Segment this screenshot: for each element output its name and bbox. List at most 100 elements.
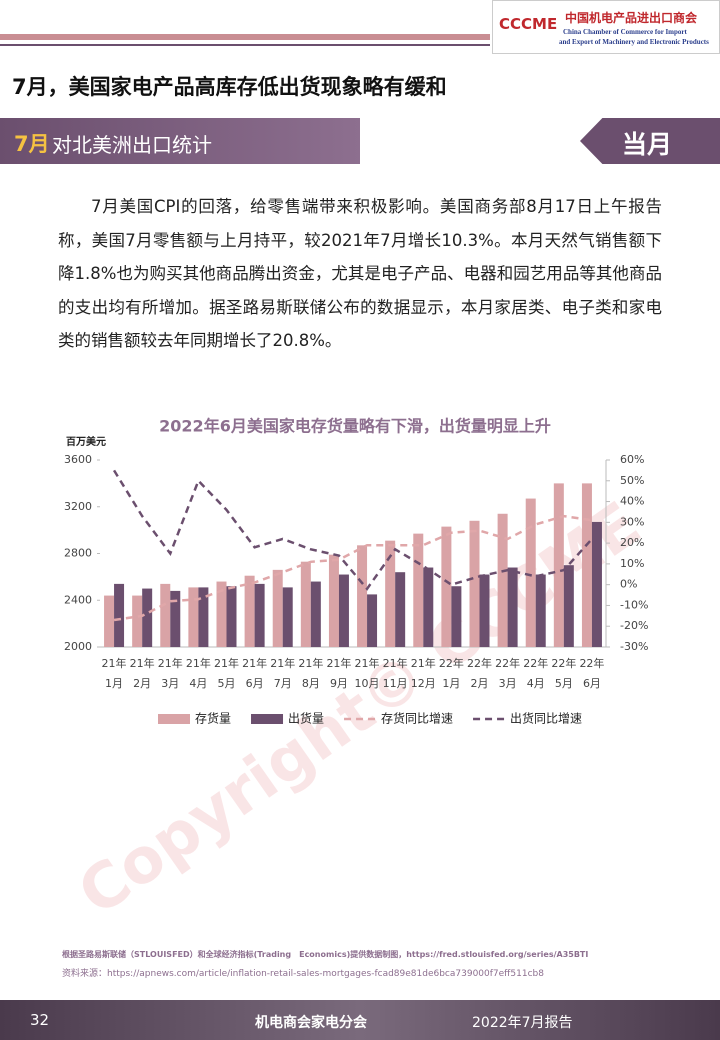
x-tick-label: 3月 <box>499 677 517 690</box>
y2-tick-label: -10% <box>620 598 648 611</box>
bar <box>132 595 143 647</box>
bar <box>104 595 115 647</box>
x-tick-label: 21年 <box>158 656 183 670</box>
x-tick-label: 21年 <box>326 656 351 670</box>
y2-tick-label: 30% <box>620 515 644 528</box>
y-axis-label: 百万美元 <box>66 435 106 448</box>
x-tick-label: 11月 <box>383 677 408 690</box>
bar <box>142 588 153 647</box>
legend-swatch <box>251 714 284 724</box>
x-tick-label: 3月 <box>161 677 179 690</box>
bar <box>328 554 339 647</box>
x-tick-label: 21年 <box>130 656 155 670</box>
bar <box>114 583 125 647</box>
y-tick-label: 3600 <box>64 453 92 466</box>
bar <box>469 520 480 647</box>
x-tick-label: 22年 <box>551 656 576 670</box>
section-tag: 当月 <box>622 130 673 159</box>
x-tick-label: 5月 <box>218 677 236 690</box>
x-tick-label: 1月 <box>105 677 123 690</box>
bar <box>553 483 564 647</box>
y2-tick-label: 60% <box>620 453 644 466</box>
y2-tick-label: 40% <box>620 495 644 508</box>
bar <box>413 533 424 647</box>
x-tick-label: 22年 <box>439 656 464 670</box>
legend-label: 存货量 <box>195 711 231 726</box>
x-tick-label: 22年 <box>467 656 492 670</box>
source: 根据圣路易斯联储（STLOUISFED）和全球经济指标(Trading Econ… <box>62 950 589 959</box>
x-tick-label: 12月 <box>411 677 436 690</box>
org-en: and Export of Machinery and Electronic P… <box>559 38 709 46</box>
bar <box>563 565 574 647</box>
footer-org: 机电商会家电分会 <box>255 1015 367 1031</box>
bar <box>581 483 592 647</box>
y2-tick-label: 0% <box>620 578 637 591</box>
bar <box>507 567 518 647</box>
legend-label: 存货同比增速 <box>381 711 453 726</box>
legend-label: 出货量 <box>288 711 324 726</box>
x-tick-label: 8月 <box>302 677 320 690</box>
x-tick-label: 21年 <box>242 656 267 670</box>
x-tick-label: 21年 <box>298 656 323 670</box>
section-label: 对北美洲出口统计 <box>52 133 212 157</box>
bar <box>282 587 293 647</box>
bar <box>441 526 452 647</box>
bar <box>310 581 321 647</box>
x-tick-label: 2月 <box>133 677 151 690</box>
line <box>112 469 593 591</box>
x-tick-label: 21年 <box>102 656 127 670</box>
x-tick-label: 6月 <box>583 677 601 690</box>
y2-tick-label: 20% <box>620 536 644 549</box>
section-month: 7月 <box>14 132 50 156</box>
bar <box>357 545 368 647</box>
x-tick-label: 4月 <box>189 677 207 690</box>
bar <box>591 521 602 647</box>
paragraph: 7月美国CPI的回落，给零售端带来积极影响。美国商务部8月17日上午报告称，美国… <box>58 197 662 350</box>
x-tick-label: 22年 <box>495 656 520 670</box>
bar <box>423 567 434 647</box>
org-cn: 中国机电产品进出口商会 <box>565 11 698 25</box>
x-tick-label: 5月 <box>555 677 573 690</box>
legend-swatch <box>158 714 190 724</box>
bar <box>385 540 396 647</box>
logo-box: CCCME 中国机电产品进出口商会 China Chamber of Comme… <box>492 0 720 54</box>
header-stripe <box>0 44 490 46</box>
x-tick-label: 21年 <box>214 656 239 670</box>
bar <box>198 587 209 647</box>
x-tick-label: 22年 <box>523 656 548 670</box>
x-tick-label: 21年 <box>411 656 436 670</box>
tag-band: 当月 <box>580 118 720 164</box>
bar <box>395 572 406 647</box>
logo: CCCME <box>499 15 558 33</box>
org-en: China Chamber of Commerce for Import <box>563 28 687 36</box>
x-tick-label: 7月 <box>274 677 292 690</box>
bar <box>188 587 199 647</box>
section-band: 7月 对北美洲出口统计 <box>0 118 360 164</box>
y-tick-label: 2000 <box>64 640 92 653</box>
x-tick-label: 9月 <box>330 677 348 690</box>
x-tick-label: 2月 <box>471 677 489 690</box>
page-number: 32 <box>30 1011 50 1029</box>
bar <box>497 513 508 647</box>
bar <box>244 575 255 647</box>
bar <box>367 594 378 647</box>
page-title: 7月，美国家电产品高库存低出货现象略有缓和 <box>12 75 447 99</box>
y-tick-label: 2800 <box>64 547 92 560</box>
x-tick-label: 22年 <box>579 656 604 670</box>
bar <box>254 583 265 647</box>
bar <box>451 586 462 647</box>
chart-title: 2022年6月美国家电存货量略有下滑，出货量明显上升 <box>159 417 551 436</box>
bar <box>170 590 181 647</box>
x-tick-label: 21年 <box>355 656 380 670</box>
y2-tick-label: -30% <box>620 640 648 653</box>
x-tick-label: 21年 <box>186 656 211 670</box>
y2-tick-label: 50% <box>620 474 644 487</box>
bar <box>300 561 311 647</box>
x-tick-label: 4月 <box>527 677 545 690</box>
bar <box>479 574 490 647</box>
x-tick-label: 1月 <box>442 677 460 690</box>
footer-band: 32 机电商会家电分会 2022年7月报告 <box>0 1000 720 1040</box>
x-tick-label: 21年 <box>270 656 295 670</box>
